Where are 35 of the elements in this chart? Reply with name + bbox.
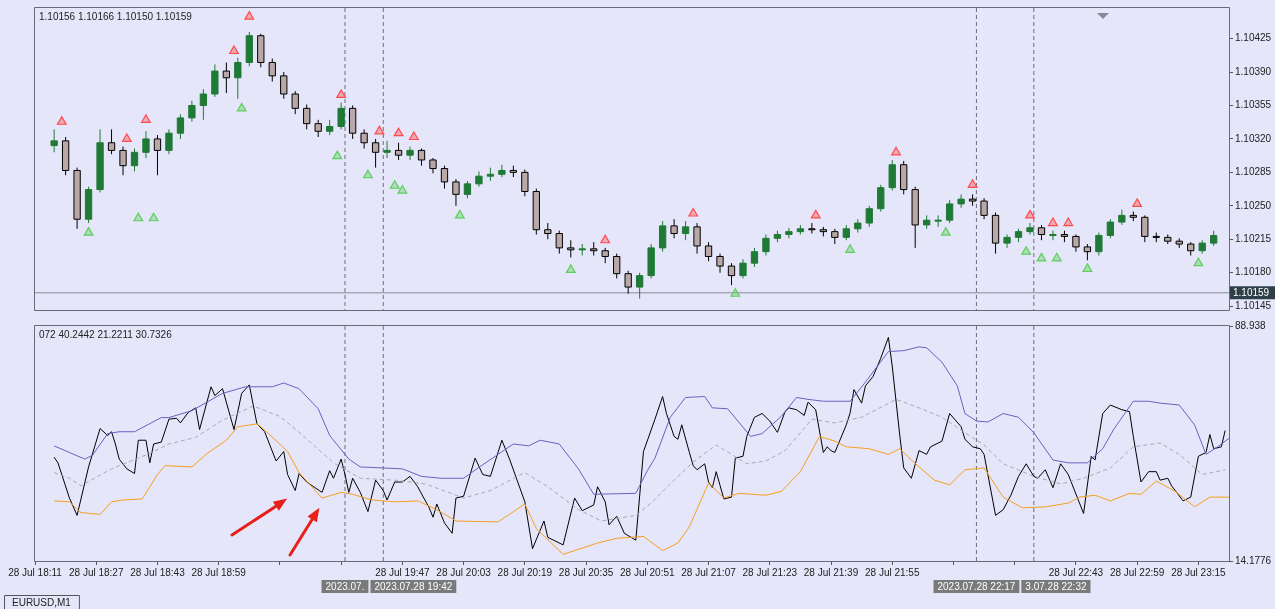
x-tick-label: 28 Jul 20:19 <box>497 566 553 578</box>
y-tick-label: 88.938 <box>1235 319 1267 331</box>
x-tick-label: 28 Jul 21:23 <box>742 566 798 578</box>
ref-line-label: 2023.07. <box>325 580 365 592</box>
y-tick-label: 1.10285 <box>1235 166 1272 178</box>
x-tick-label: 28 Jul 23:15 <box>1171 566 1227 578</box>
y-tick-label: 1.10425 <box>1235 32 1272 44</box>
annotation: 1.10156 1.10166 1.10150 1.10159 <box>39 10 193 22</box>
y-tick-label: 1.10250 <box>1235 199 1272 211</box>
x-tick-label: 28 Jul 19:47 <box>375 566 431 578</box>
x-tick-label: 28 Jul 21:39 <box>803 566 859 578</box>
x-tick-label: 28 Jul 22:43 <box>1048 566 1104 578</box>
annotation: 072 40.2442 21.2211 30.7326 <box>39 328 173 340</box>
y-tick-label: 14.1776 <box>1235 554 1272 566</box>
x-tick-label: 28 Jul 21:55 <box>864 566 920 578</box>
x-tick-label: 28 Jul 18:11 <box>8 566 63 578</box>
x-tick-label: 28 Jul 18:27 <box>68 566 124 578</box>
y-tick-label: 1.10145 <box>1235 299 1272 311</box>
x-tick-label: 28 Jul 20:35 <box>558 566 614 578</box>
x-tick-label: 28 Jul 21:07 <box>681 566 737 578</box>
y-tick-label: 1.10180 <box>1235 266 1272 278</box>
x-tick-label: 28 Jul 22:59 <box>1109 566 1165 578</box>
y-tick-label: 1.10215 <box>1235 233 1272 245</box>
y-tick-label: 1.10355 <box>1235 99 1272 111</box>
x-tick-label: 28 Jul 20:51 <box>620 566 675 578</box>
legend-label: 2023.07.28 19:42 <box>374 580 453 592</box>
x-tick-label: 28 Jul 18:59 <box>191 566 247 578</box>
x-tick-label: 28 Jul 18:43 <box>130 566 186 578</box>
text: EURUSD,M1 <box>12 596 72 608</box>
ref-line-label: 1.10159 <box>1233 286 1270 298</box>
ref-line-label: 3.07.28 22:32 <box>1025 580 1087 592</box>
x-tick-label: 28 Jul 20:03 <box>436 566 492 578</box>
y-tick-label: 1.10390 <box>1235 65 1272 77</box>
y-tick-label: 1.10320 <box>1235 132 1272 144</box>
ref-line-label: 2023.07.28 22:17 <box>937 580 1016 592</box>
